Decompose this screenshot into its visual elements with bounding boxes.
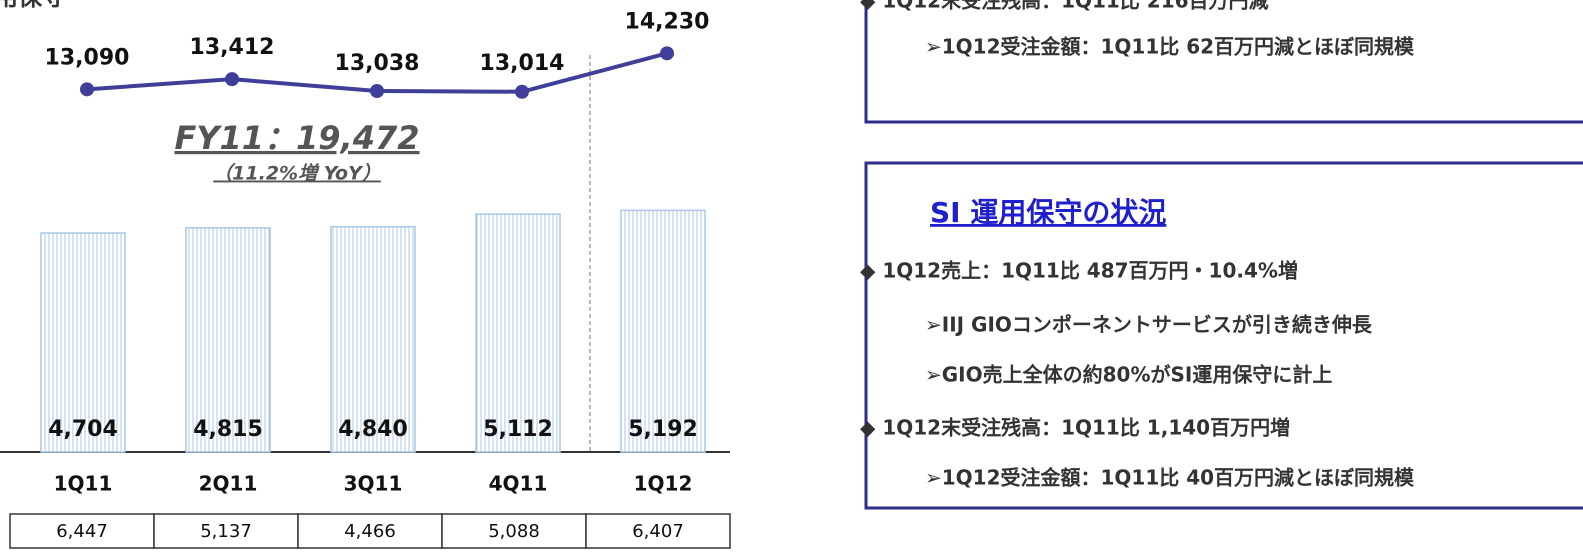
x-tick-label: 1Q11 <box>54 472 113 496</box>
table-text: 4,466 <box>344 521 396 542</box>
table-text: 5,137 <box>200 521 252 542</box>
point <box>515 84 529 99</box>
table-text: 5,088 <box>488 521 540 542</box>
bar <box>330 225 416 453</box>
panel <box>864 161 1583 510</box>
point <box>370 83 384 98</box>
panel-line: ◆ 1Q12末受注残高：1Q11比 1,140百万円増 <box>860 416 1290 440</box>
x-tick-label: 2Q11 <box>199 472 258 496</box>
x-tick-label: 1Q12 <box>634 472 693 496</box>
table-text: 6,407 <box>632 521 684 542</box>
annotation: FY11：19,472 <box>174 119 419 157</box>
panel-line: ◆ 1Q12末受注残高：1Q11比 216百万円減 <box>860 0 1269 13</box>
point <box>660 46 674 61</box>
data-label: 13,090 <box>45 45 130 70</box>
panel <box>864 0 1583 124</box>
data-label: 13,014 <box>480 51 565 76</box>
bar <box>620 209 706 453</box>
point <box>80 82 94 97</box>
heading: 用保守 <box>0 0 66 11</box>
data-label: 5,192 <box>628 417 698 442</box>
annotation: （11.2%増 YoY） <box>213 163 381 185</box>
bar <box>185 227 271 453</box>
data-label: 4,840 <box>338 417 408 442</box>
table-cell <box>585 513 731 549</box>
panel-line: ➢IIJ GIOコンポーネントサービスが引き続き伸長 <box>925 313 1373 337</box>
table-text: 6,447 <box>56 521 108 542</box>
x-tick-label: 4Q11 <box>489 472 548 496</box>
panel-title: SI 運用保守の状況 <box>930 196 1166 229</box>
data-label: 4,815 <box>193 417 263 442</box>
panel-line: ➢GIO売上全体の約80%がSI運用保守に計上 <box>925 363 1332 387</box>
panel-line: ◆ 1Q12売上：1Q11比 487百万円・10.4%増 <box>860 259 1298 283</box>
data-label: 13,412 <box>190 35 275 60</box>
table-cell <box>153 513 299 549</box>
data-label: 5,112 <box>483 417 553 442</box>
x-tick-label: 3Q11 <box>344 472 403 496</box>
bar <box>40 232 126 453</box>
panel-line: ➢1Q12受注金額：1Q11比 40百万円減とほぼ同規模 <box>925 466 1415 490</box>
data-label: 13,038 <box>335 51 420 76</box>
bar <box>475 213 561 453</box>
data-label: 14,230 <box>625 9 710 34</box>
data-label: 4,704 <box>48 417 118 442</box>
panel-line: ➢1Q12受注金額：1Q11比 62百万円減とほぼ同規模 <box>925 35 1415 59</box>
point <box>225 72 239 87</box>
